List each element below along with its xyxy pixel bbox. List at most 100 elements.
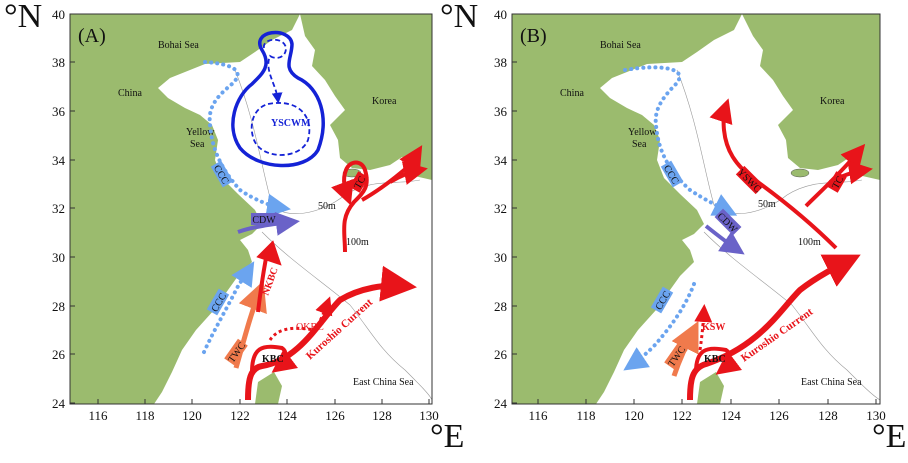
yellow-sea-label-line1: Yellow: [186, 127, 215, 138]
x-axis-ticks: [97, 399, 430, 404]
x-tick-116: 116: [88, 408, 108, 423]
x-tick-126: 126: [769, 408, 789, 423]
lon-unit-label-b: °E: [872, 418, 907, 455]
y-axis-ticks: [70, 13, 75, 404]
x-tick-130: 130: [866, 408, 886, 423]
tc-arrow-main: [331, 160, 369, 253]
isobath-50m-label: 50m: [318, 201, 336, 212]
x-axis-ticks: [537, 399, 877, 404]
china-label: China: [560, 88, 584, 99]
china-land: [512, 14, 742, 404]
y-tick-26: 26: [494, 347, 508, 362]
twc-arrow: [233, 280, 267, 369]
panel-label: (A): [78, 25, 106, 47]
x-tick-124: 124: [721, 408, 741, 423]
korea-label: Korea: [820, 96, 845, 107]
y-tick-34: 34: [52, 153, 66, 168]
x-tick-126: 126: [325, 408, 345, 423]
isobath-100m: [261, 231, 432, 401]
china-label: China: [118, 88, 142, 99]
yellow-sea-label-line1: Yellow: [628, 127, 657, 138]
korea-label: Korea: [372, 96, 397, 107]
y-tick-24: 24: [52, 396, 66, 411]
x-tick-118: 118: [576, 408, 595, 423]
y-tick-28: 28: [494, 299, 507, 314]
nkbc-arrow: [256, 240, 282, 313]
kbc-label: KBC: [704, 354, 726, 365]
lat-unit-label-a: °N: [4, 0, 43, 35]
x-tick-128: 128: [818, 408, 838, 423]
kuroshio-current-arrow: [245, 265, 417, 401]
jeju-island: [790, 168, 810, 178]
y-tick-36: 36: [494, 104, 508, 119]
kuroshio-current-arrow: [687, 254, 861, 401]
y-tick-38: 38: [494, 55, 507, 70]
isobath-100m-label: 100m: [798, 237, 821, 248]
isobath-50m: [676, 69, 863, 215]
y-tick-40: 40: [494, 7, 507, 22]
taiwan-land: [697, 372, 724, 404]
bohai-sea-label: Bohai Sea: [158, 40, 199, 51]
yswc-arrow: [709, 98, 838, 250]
x-tick-124: 124: [277, 408, 297, 423]
x-tick-120: 120: [182, 408, 202, 423]
kbc-label-box: KBC: [262, 354, 284, 365]
yscwm-inner-loop-north: [263, 38, 287, 104]
ksw-arrow: [694, 304, 713, 351]
kbc-arrow: [694, 346, 742, 375]
y-tick-36: 36: [52, 104, 66, 119]
isobath-100m-label: 100m: [346, 237, 369, 248]
x-tick-128: 128: [372, 408, 392, 423]
ccc-south-arrow: [623, 282, 696, 371]
x-tick-122: 122: [230, 408, 250, 423]
ccc-north-arrow: [203, 60, 291, 218]
x-tick-116: 116: [528, 408, 548, 423]
y-tick-28: 28: [52, 299, 65, 314]
yscwm-inner-loop-south: [250, 102, 311, 156]
yscwm-label: YSCWM: [271, 118, 311, 129]
y-tick-38: 38: [52, 55, 65, 70]
y-tick-24: 24: [494, 396, 508, 411]
yellow-sea-label-line2: Sea: [190, 139, 205, 150]
y-tick-34: 34: [494, 153, 508, 168]
panel-a: 116 118 120 122 124 126 128 130 40 38 36…: [52, 7, 439, 423]
ccc-north-arrow: [623, 65, 738, 216]
y-tick-32: 32: [52, 201, 65, 216]
cdw-arrow: [237, 211, 300, 236]
x-tick-122: 122: [672, 408, 692, 423]
y-tick-30: 30: [494, 250, 507, 265]
yellow-sea-label-line2: Sea: [632, 139, 647, 150]
east-china-sea-label: East China Sea: [353, 377, 414, 388]
cdw-label-box: CDW: [251, 213, 277, 226]
korea-land: [742, 14, 880, 170]
korea-land: [300, 14, 432, 170]
map-frame: [69, 13, 433, 405]
panel-label: (B): [520, 25, 547, 47]
okbc-label: OKBC: [296, 322, 324, 333]
kbc-arrow: [250, 344, 298, 373]
kbc-label: KBC: [262, 354, 284, 365]
panel-b: 116 118 120 122 124 126 128 130 40 38 36…: [494, 7, 886, 423]
x-tick-118: 118: [135, 408, 154, 423]
tc-arrow-east: [388, 161, 428, 185]
y-tick-30: 30: [52, 250, 65, 265]
x-tick-130: 130: [419, 408, 439, 423]
east-china-sea-label: East China Sea: [801, 377, 862, 388]
y-tick-32: 32: [494, 201, 507, 216]
isobath-100m: [703, 231, 880, 401]
lat-unit-label-b: °N: [440, 0, 479, 35]
y-axis-ticks: [512, 13, 517, 404]
cdw-label: CDW: [252, 215, 276, 226]
isobath-50m-label: 50m: [758, 199, 776, 210]
ccc-south-arrow: [202, 261, 255, 354]
yscwm-outer-loop: [231, 30, 325, 168]
taiwan-land: [255, 372, 282, 404]
x-tick-120: 120: [624, 408, 644, 423]
ksw-label: KSW: [702, 322, 725, 333]
cdw-arrow: [704, 224, 745, 255]
china-land: [70, 14, 300, 404]
y-tick-26: 26: [52, 347, 66, 362]
bohai-sea-label: Bohai Sea: [600, 40, 641, 51]
map-frame: [511, 13, 881, 405]
